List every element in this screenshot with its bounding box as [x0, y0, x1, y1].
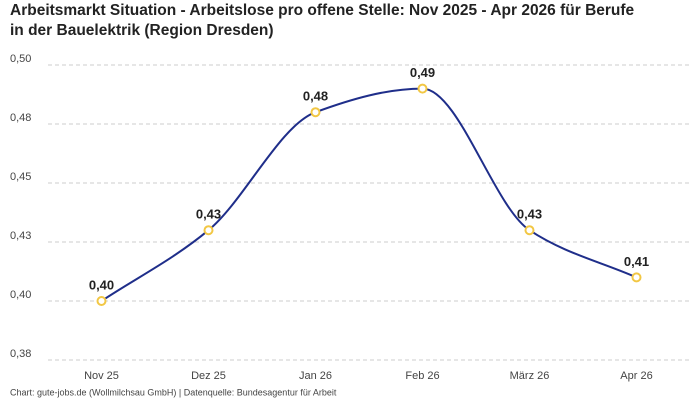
x-tick-label: Apr 26: [620, 370, 652, 382]
marker: [524, 225, 535, 236]
marker: [203, 225, 214, 236]
y-tick-label: 0,45: [10, 171, 31, 183]
marker: [417, 83, 428, 94]
value-label: 0,41: [624, 254, 649, 269]
x-tick-label: Dez 25: [191, 370, 226, 382]
y-tick-label: 0,38: [10, 348, 31, 360]
value-label: 0,48: [303, 89, 328, 104]
chart-title: Arbeitsmarkt Situation - Arbeitslose pro…: [10, 2, 635, 39]
marker: [631, 272, 642, 283]
y-tick-label: 0,50: [10, 53, 31, 65]
marker: [96, 296, 107, 306]
x-tick-label: Feb 26: [405, 370, 439, 382]
x-tick-label: Jan 26: [299, 370, 332, 382]
value-label: 0,43: [196, 207, 221, 222]
x-tick-label: Nov 25: [84, 370, 119, 382]
value-label: 0,49: [410, 65, 435, 80]
y-tick-label: 0,48: [10, 112, 31, 124]
value-label: 0,43: [517, 207, 542, 222]
x-tick-label: März 26: [510, 370, 550, 382]
marker: [310, 107, 321, 118]
line: [100, 87, 637, 302]
value-label: 0,40: [89, 277, 114, 292]
source-note: Chart: gute-jobs.de (Wollmilchsau GmbH) …: [10, 387, 337, 397]
y-tick-label: 0,43: [10, 230, 31, 242]
y-tick-label: 0,40: [10, 289, 31, 301]
